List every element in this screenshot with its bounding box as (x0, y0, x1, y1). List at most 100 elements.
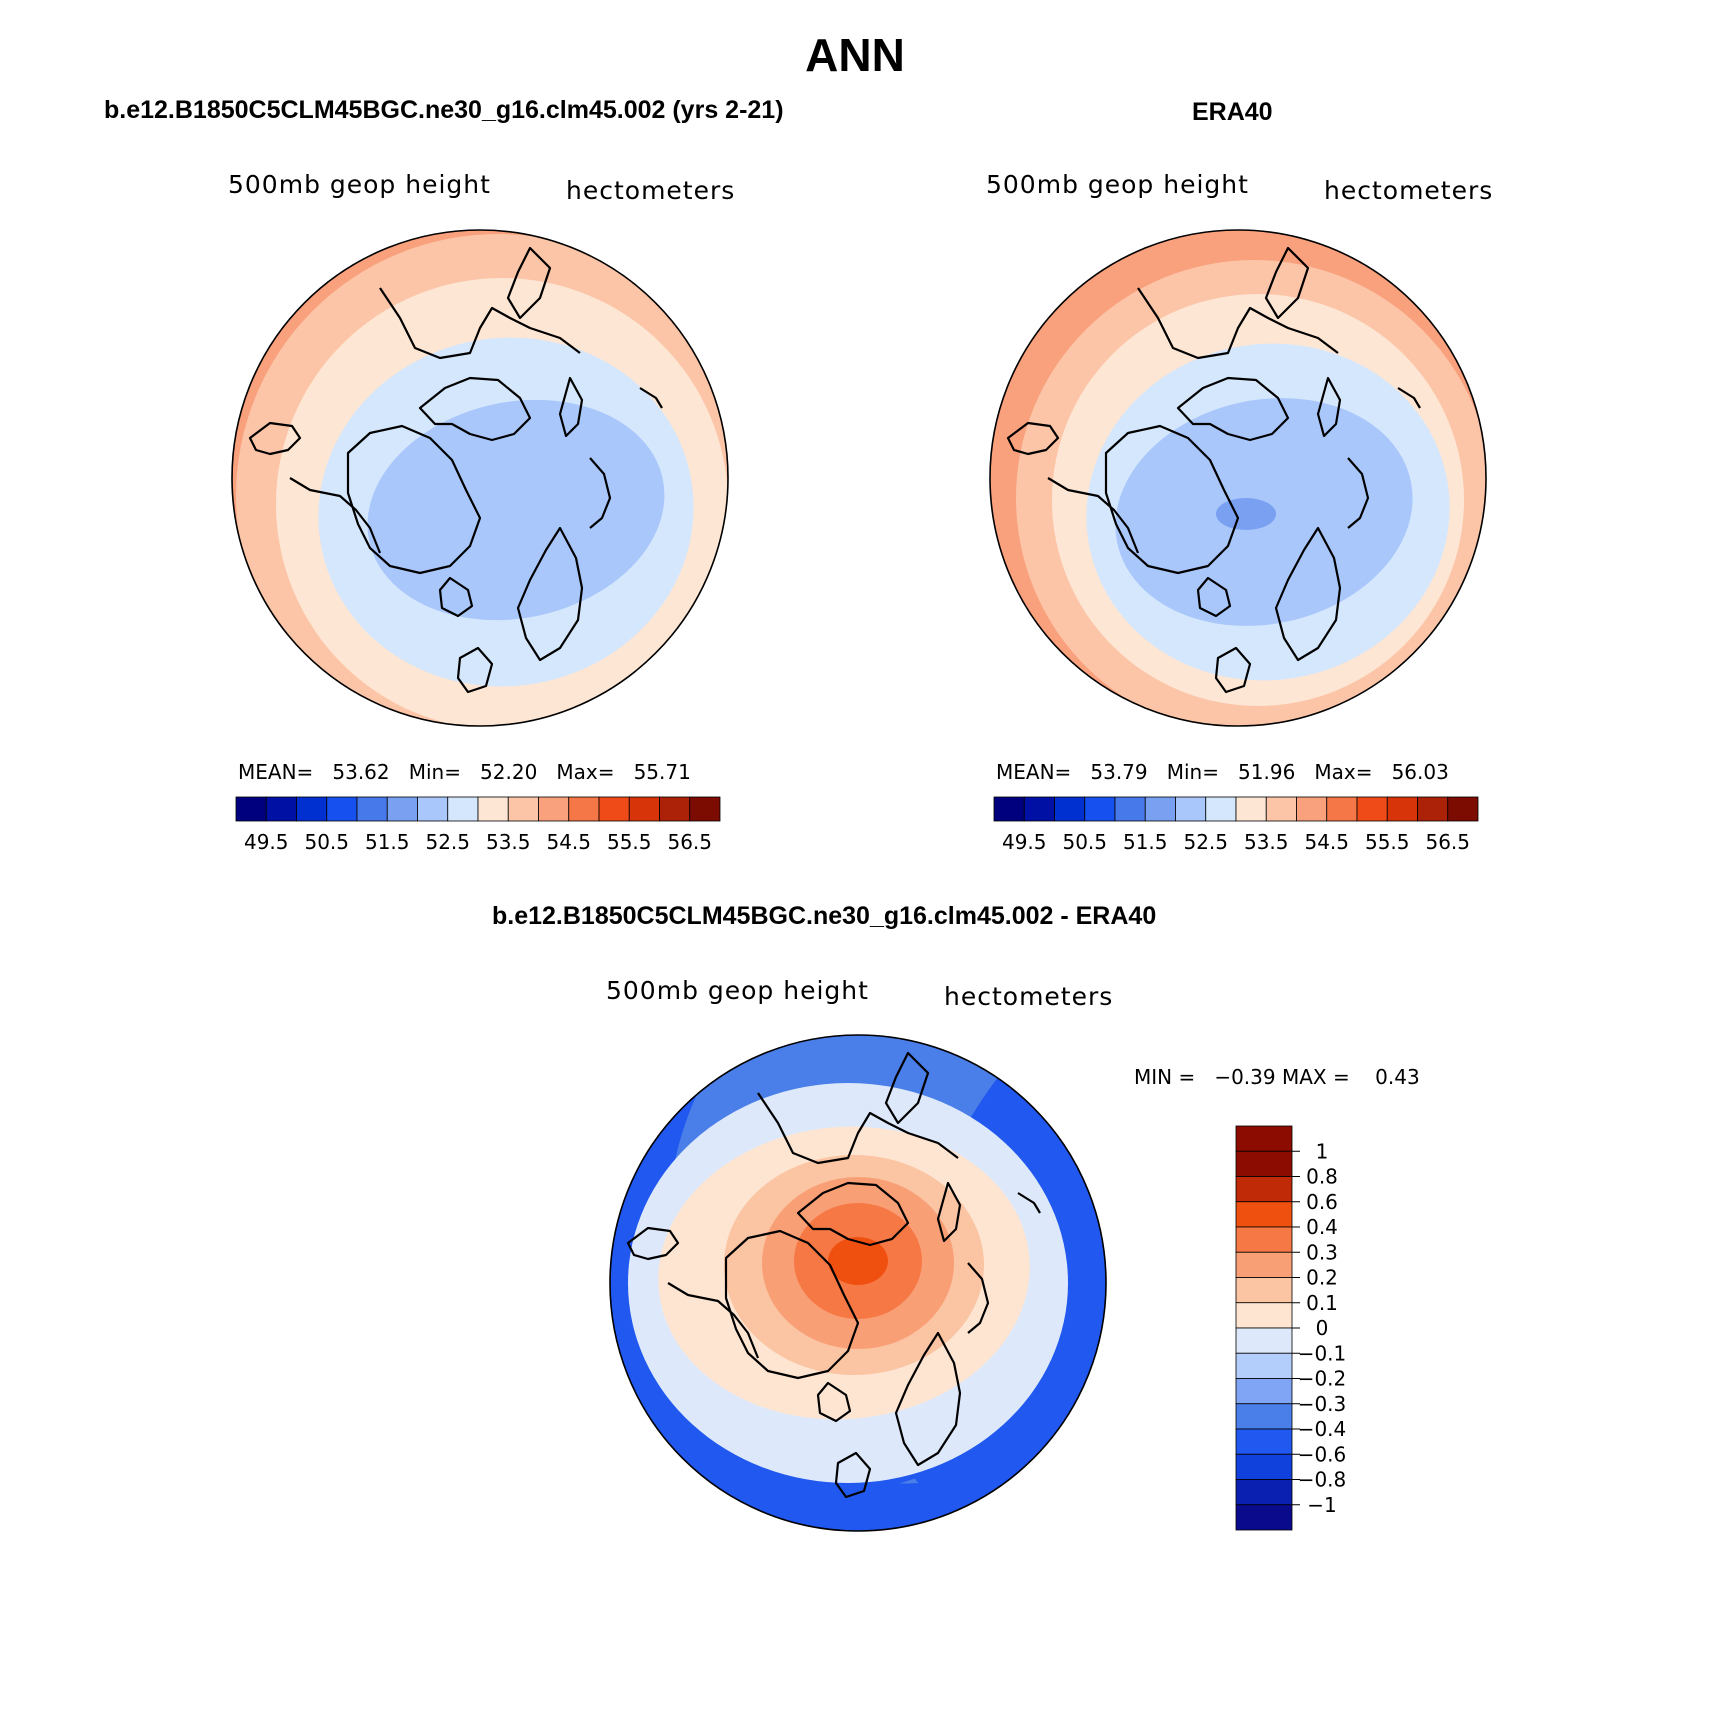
panel-3-stats: MIN = −0.39 MAX = 0.43 (1134, 1065, 1420, 1089)
colorbar-swatch (1296, 796, 1328, 822)
figure-title: ANN (805, 29, 905, 81)
colorbar-swatch (1144, 796, 1176, 822)
coastline (346, 424, 482, 575)
panel-2-stats: MEAN= 53.79 Min= 51.96 Max= 56.03 (996, 760, 1449, 784)
coastline (506, 246, 552, 320)
colorbar-tick-label: 56.5 (667, 830, 712, 854)
colorbar-tick-label: 0.6 (1306, 1190, 1338, 1214)
colorbar-swatch (1265, 796, 1297, 822)
colorbar-swatch (507, 796, 539, 822)
coastline (1006, 421, 1060, 456)
colorbar-swatch (628, 796, 660, 822)
colorbar-tick-label: −0.3 (1298, 1392, 1347, 1416)
colorbar-tick-label: 54.5 (546, 830, 591, 854)
colorbar-tick-label: −0.1 (1298, 1341, 1347, 1365)
colorbar-swatch (447, 796, 479, 822)
colorbar-swatch (1084, 796, 1116, 822)
colorbar-ticks: 10.80.60.40.30.20.10−0.1−0.2−0.3−0.4−0.6… (1292, 1139, 1346, 1517)
colorbar-tick-label: 0.4 (1306, 1215, 1338, 1239)
panel-1-max-label: Max= (556, 760, 615, 784)
colorbar-tick-label: 55.5 (607, 830, 652, 854)
colorbar-tick-label: 0.8 (1306, 1165, 1338, 1189)
panel-3-max-value: 0.43 (1375, 1065, 1420, 1089)
coastline (1316, 376, 1342, 438)
colorbar-swatch (1417, 796, 1449, 822)
contour-field (232, 230, 728, 726)
map-boundary (231, 229, 729, 727)
colorbar-swatch (1235, 796, 1267, 822)
colorbar-tick-label: 54.5 (1304, 830, 1349, 854)
colorbar-swatch (386, 796, 418, 822)
colorbar-tick-label: −0.2 (1298, 1367, 1347, 1391)
coastline (884, 1051, 930, 1125)
colorbar-swatch (1235, 1378, 1293, 1405)
coastline (289, 477, 382, 554)
colorbar-swatch (265, 796, 297, 822)
colorbar-swatch (1235, 1150, 1293, 1177)
panel-2-polar-map (989, 229, 1487, 727)
panel-1-mean-value: 53.62 (332, 760, 390, 784)
colorbar-swatch (1356, 796, 1388, 822)
colorbar-swatch (538, 796, 570, 822)
colorbar-swatch (1447, 796, 1479, 822)
panel-3-polar-map (609, 1034, 1107, 1532)
panel-1-min-value: 52.20 (480, 760, 538, 784)
coastline (1137, 287, 1339, 360)
coastline (1347, 457, 1370, 529)
panel-2-variable-label: 500mb geop height (986, 170, 1249, 199)
panel-2-colorbar: 49.5 50.5 51.5 52.5 53.5 54.5 55.5 56.5 (993, 796, 1479, 854)
colorbar-swatch (477, 796, 509, 822)
colorbar-swatch (1235, 1403, 1293, 1430)
coastline (558, 376, 584, 438)
coastline (1196, 576, 1232, 618)
panel-1-min-label: Min= (408, 760, 461, 784)
coastline (1017, 1192, 1041, 1214)
coastline (516, 526, 584, 662)
coastline (418, 376, 532, 442)
colorbar-swatch (1386, 796, 1418, 822)
colorbar-tick-label: 50.5 (1062, 830, 1107, 854)
colorbar-swatch (1235, 1504, 1293, 1531)
contour-band (828, 1237, 888, 1285)
coastline (379, 287, 581, 360)
colorbar-tick-label: 49.5 (1002, 830, 1047, 854)
colorbar-swatch (1235, 1479, 1293, 1506)
coastline (936, 1181, 962, 1243)
coastline (894, 1331, 962, 1467)
colorbar-tick-label: 51.5 (1123, 830, 1168, 854)
colorbar-swatch (993, 796, 1025, 822)
panel-3-units-label: hectometers (944, 982, 1114, 1011)
colorbar-swatch (235, 796, 267, 822)
coastline (796, 1181, 910, 1247)
colorbar-ticks: 49.5 50.5 51.5 52.5 53.5 54.5 55.5 56.5 (1002, 830, 1470, 854)
coastline (1264, 246, 1310, 320)
colorbar-tick-label: −0.4 (1298, 1417, 1347, 1441)
colorbar-tick-label: 49.5 (244, 830, 289, 854)
colorbar-swatch (1235, 1327, 1293, 1354)
colorbar-swatch (1235, 1176, 1293, 1203)
coastline (1214, 646, 1252, 694)
contour-field (990, 230, 1486, 726)
colorbar-tick-label: −0.6 (1298, 1442, 1347, 1466)
colorbar-swatch (1175, 796, 1207, 822)
coastlines (1006, 246, 1421, 694)
panel-2-max-label: Max= (1314, 760, 1373, 784)
panel-3-min-value: −0.39 (1214, 1065, 1276, 1089)
coastline (639, 387, 663, 409)
colorbar-tick-label: 55.5 (1365, 830, 1410, 854)
panel-3-colorbar: 10.80.60.40.30.20.10−0.1−0.2−0.3−0.4−0.6… (1235, 1125, 1346, 1531)
coastline (967, 1262, 990, 1334)
colorbar-tick-label: 52.5 (425, 830, 470, 854)
colorbar-tick-label: 50.5 (304, 830, 349, 854)
coastline (248, 421, 302, 456)
colorbar-swatch (1235, 1453, 1293, 1480)
coastline (1397, 387, 1421, 409)
colorbar-swatch (1023, 796, 1055, 822)
colorbar-swatch (659, 796, 691, 822)
contour-band (1216, 498, 1276, 530)
colorbar-ticks: 49.5 50.5 51.5 52.5 53.5 54.5 55.5 56.5 (244, 830, 712, 854)
panel-2-mean-label: MEAN= (996, 760, 1072, 784)
coastline (626, 1226, 680, 1261)
colorbar-swatch (1235, 1125, 1293, 1152)
panel-1-stats: MEAN= 53.62 Min= 52.20 Max= 55.71 (238, 760, 691, 784)
